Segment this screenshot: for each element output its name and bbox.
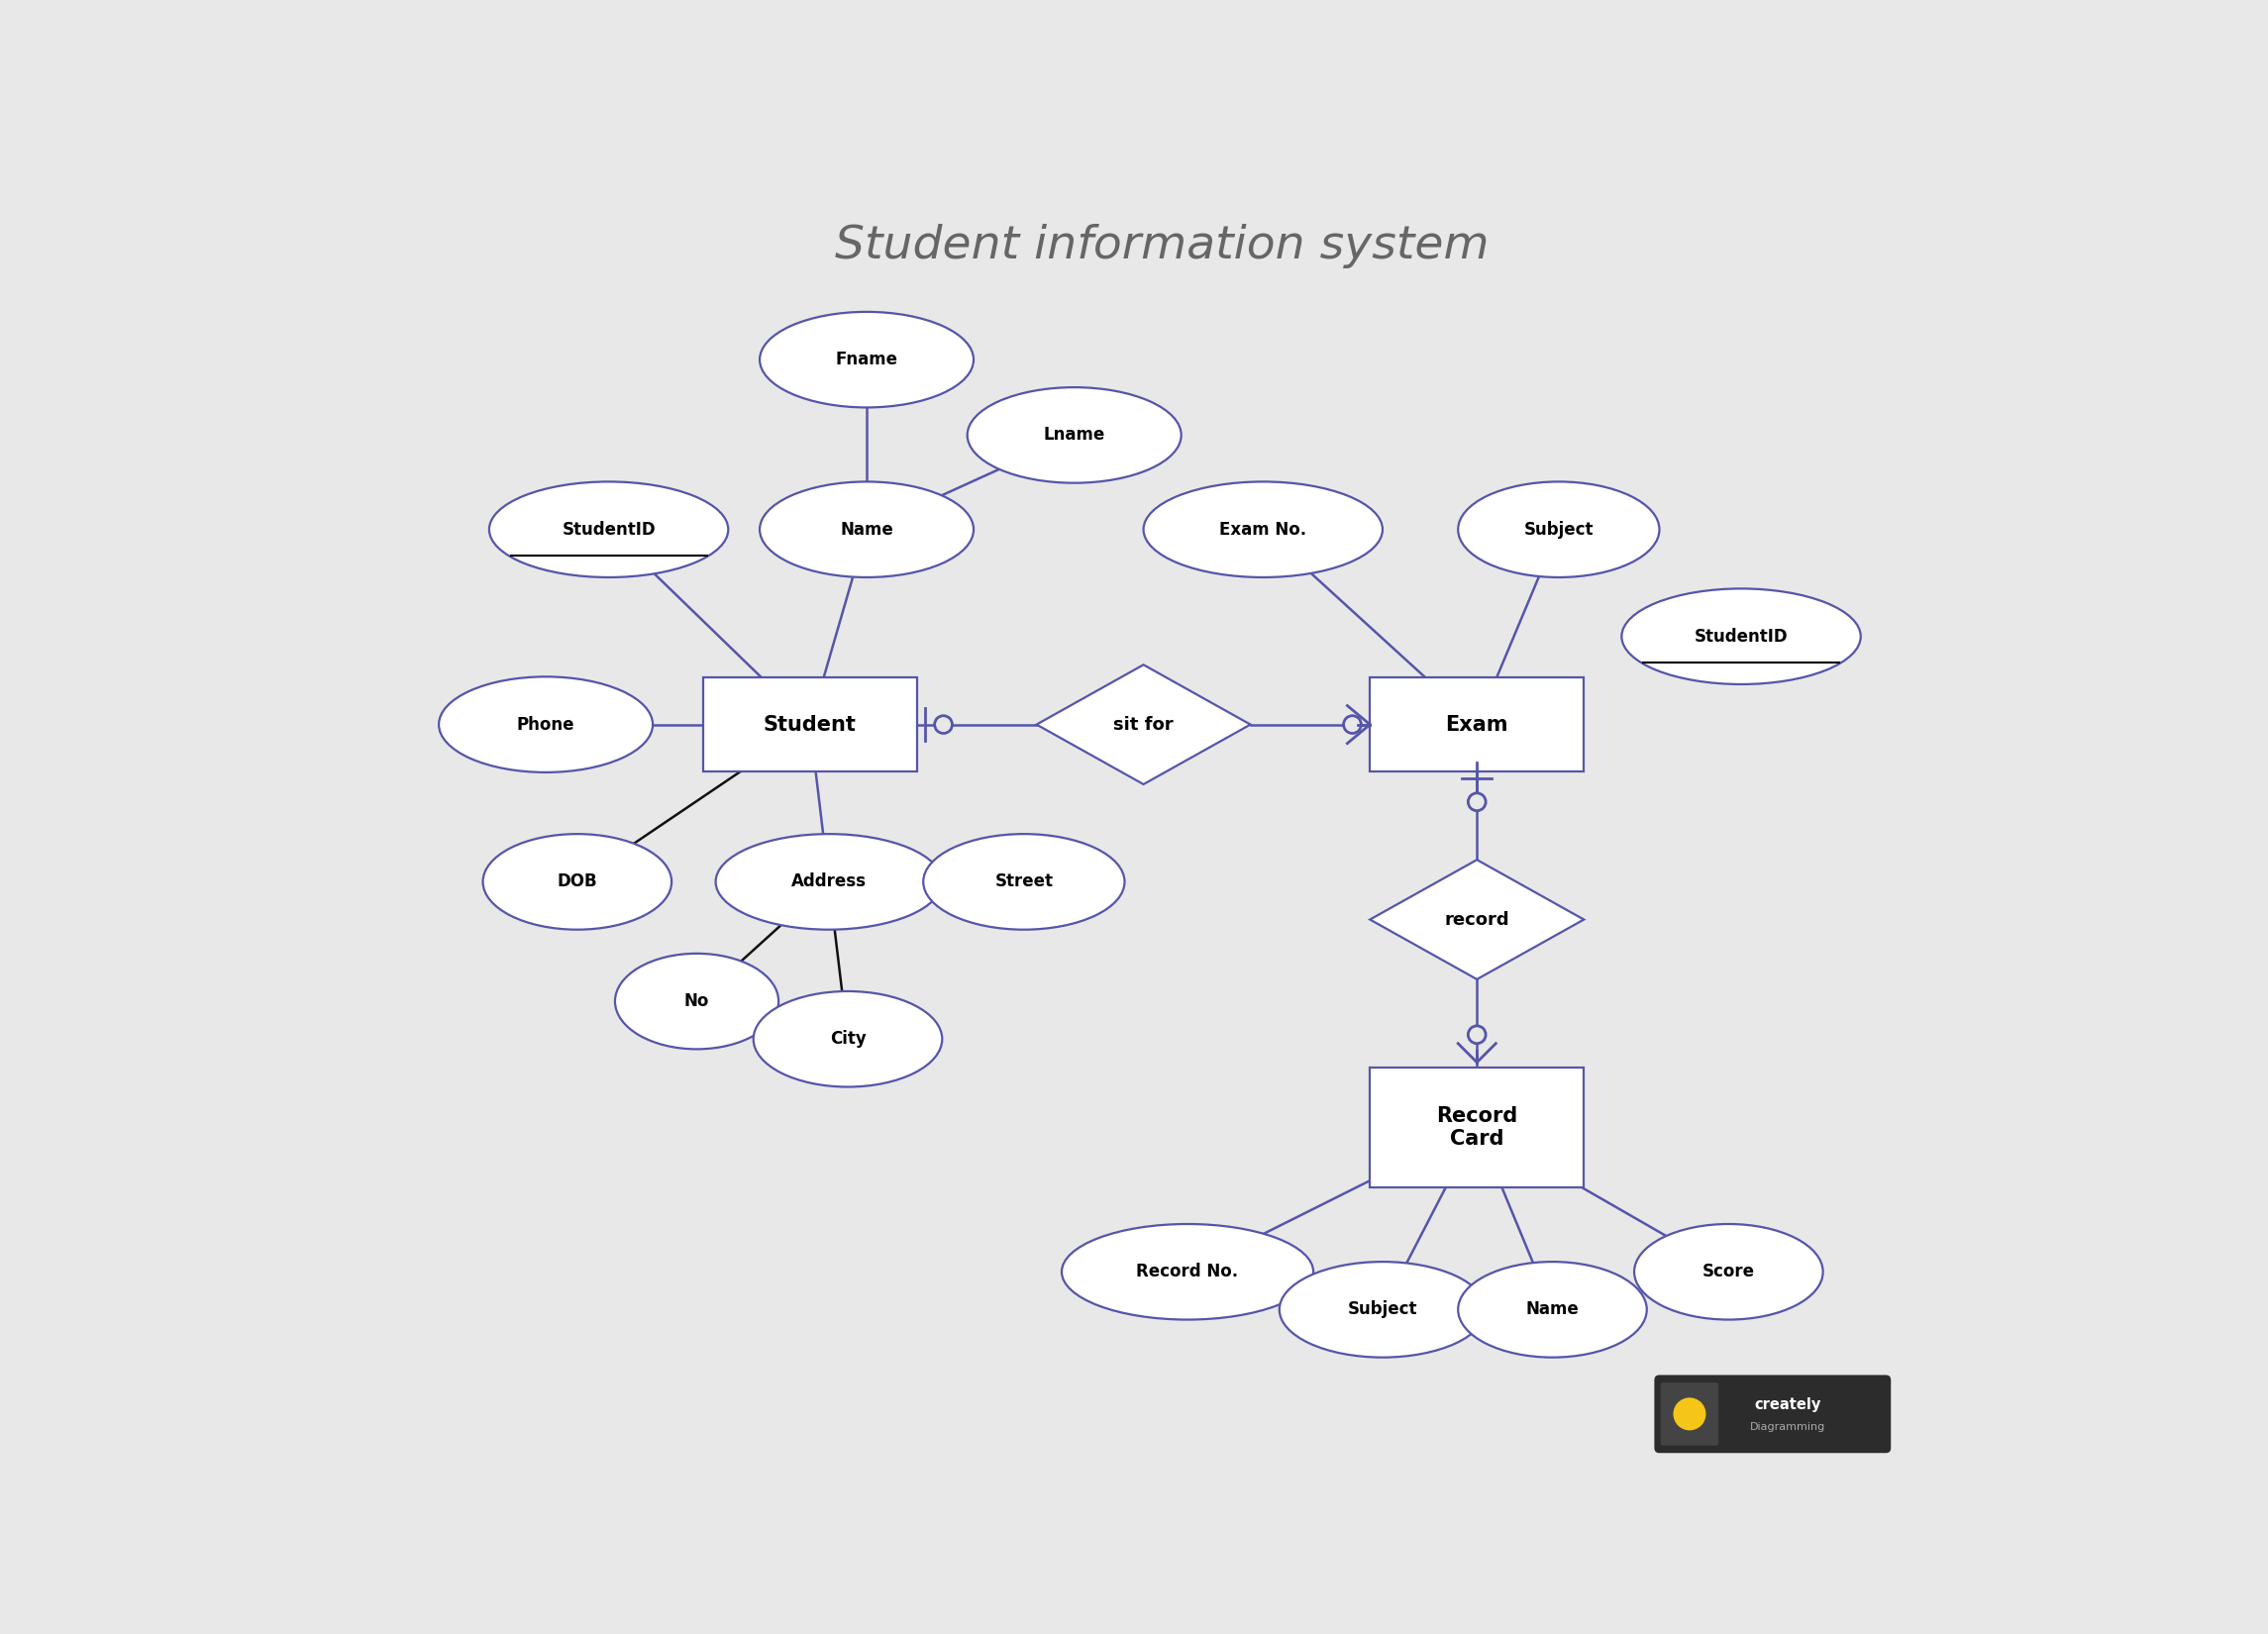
FancyBboxPatch shape	[1653, 1374, 1892, 1453]
FancyBboxPatch shape	[1660, 1382, 1719, 1446]
Text: Student information system: Student information system	[835, 224, 1490, 268]
Ellipse shape	[490, 482, 728, 577]
Circle shape	[1674, 1397, 1706, 1430]
Text: Address: Address	[792, 873, 866, 891]
Ellipse shape	[1061, 1224, 1313, 1320]
Bar	[703, 678, 916, 771]
Text: No: No	[685, 992, 710, 1010]
Ellipse shape	[1458, 1261, 1647, 1358]
Ellipse shape	[1458, 482, 1660, 577]
Text: City: City	[830, 1029, 866, 1047]
Text: Record No.: Record No.	[1136, 1263, 1238, 1281]
Text: Phone: Phone	[517, 716, 574, 734]
Circle shape	[1467, 792, 1486, 810]
Ellipse shape	[438, 676, 653, 773]
Ellipse shape	[760, 312, 973, 407]
Text: Exam No.: Exam No.	[1220, 521, 1306, 539]
Text: Subject: Subject	[1347, 1301, 1418, 1319]
Text: Subject: Subject	[1524, 521, 1594, 539]
Text: Fname: Fname	[835, 351, 898, 369]
Circle shape	[1343, 716, 1361, 734]
Ellipse shape	[760, 482, 973, 577]
Text: DOB: DOB	[558, 873, 596, 891]
Polygon shape	[1036, 665, 1250, 784]
Ellipse shape	[1143, 482, 1383, 577]
Bar	[1370, 1067, 1583, 1186]
Text: Diagramming: Diagramming	[1751, 1422, 1826, 1431]
Text: record: record	[1445, 910, 1510, 928]
Text: creately: creately	[1755, 1397, 1821, 1413]
Bar	[1370, 678, 1583, 771]
Text: StudentID: StudentID	[562, 521, 655, 539]
Circle shape	[934, 716, 953, 734]
Text: Student: Student	[764, 714, 857, 734]
Text: Name: Name	[1526, 1301, 1579, 1319]
Ellipse shape	[753, 992, 941, 1087]
Ellipse shape	[923, 833, 1125, 930]
Text: Exam: Exam	[1445, 714, 1508, 734]
Text: Score: Score	[1703, 1263, 1755, 1281]
Text: Name: Name	[839, 521, 894, 539]
Text: StudentID: StudentID	[1694, 627, 1787, 645]
Text: Street: Street	[996, 873, 1052, 891]
Ellipse shape	[1622, 588, 1860, 685]
Circle shape	[1467, 1026, 1486, 1044]
Ellipse shape	[717, 833, 941, 930]
Ellipse shape	[483, 833, 671, 930]
Text: Lname: Lname	[1043, 426, 1105, 444]
Ellipse shape	[968, 387, 1182, 484]
Ellipse shape	[1635, 1224, 1823, 1320]
Polygon shape	[1370, 859, 1583, 979]
Ellipse shape	[615, 954, 778, 1049]
Text: Record
Card: Record Card	[1436, 1106, 1517, 1149]
Ellipse shape	[1279, 1261, 1486, 1358]
Text: sit for: sit for	[1114, 716, 1173, 734]
